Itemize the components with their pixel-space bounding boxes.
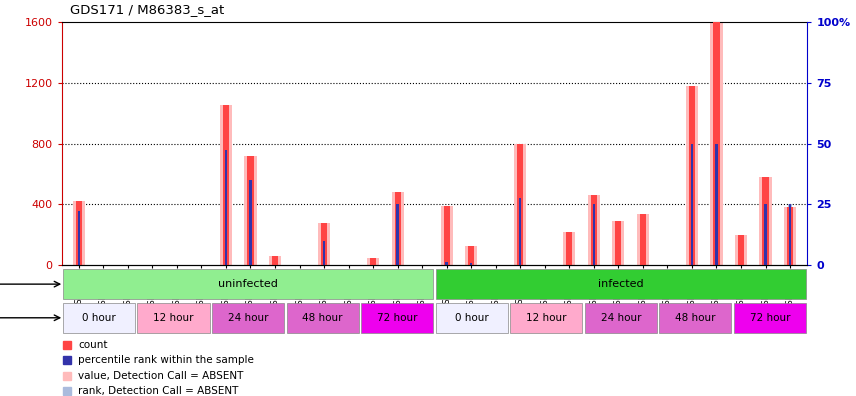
Bar	[592, 204, 595, 265]
Bar	[788, 204, 793, 265]
Bar	[563, 232, 575, 265]
Bar	[361, 303, 433, 333]
Bar	[444, 262, 449, 265]
Text: 24 hour: 24 hour	[601, 313, 641, 323]
Bar	[510, 303, 582, 333]
Bar	[441, 206, 453, 265]
Bar	[517, 143, 523, 265]
Bar	[690, 143, 694, 265]
Bar	[465, 246, 478, 265]
Bar	[637, 213, 649, 265]
Bar	[734, 303, 806, 333]
Bar	[62, 303, 135, 333]
Bar	[787, 208, 794, 265]
Bar	[764, 204, 768, 265]
Text: percentile rank within the sample: percentile rank within the sample	[78, 356, 254, 366]
Bar	[591, 195, 597, 265]
Text: value, Detection Call = ABSENT: value, Detection Call = ABSENT	[78, 371, 243, 381]
Bar	[789, 204, 791, 265]
Bar	[223, 150, 229, 265]
Bar	[734, 235, 747, 265]
Bar	[269, 256, 281, 265]
Bar	[763, 177, 769, 265]
Bar	[223, 105, 229, 265]
Bar	[272, 256, 278, 265]
Text: 72 hour: 72 hour	[377, 313, 418, 323]
Text: 48 hour: 48 hour	[675, 313, 716, 323]
Bar	[713, 22, 720, 265]
Bar	[367, 258, 379, 265]
Bar	[639, 213, 646, 265]
Text: 0 hour: 0 hour	[455, 313, 489, 323]
Bar	[323, 241, 325, 265]
Bar	[691, 143, 693, 265]
Bar	[138, 303, 210, 333]
Bar	[514, 143, 526, 265]
Bar	[244, 156, 257, 265]
Bar	[714, 143, 719, 265]
Text: count: count	[78, 340, 108, 350]
Bar	[436, 303, 508, 333]
Text: 72 hour: 72 hour	[750, 313, 790, 323]
Bar	[591, 204, 596, 265]
Bar	[76, 211, 81, 265]
Bar	[686, 86, 698, 265]
Bar	[322, 241, 326, 265]
Bar	[321, 223, 327, 265]
Bar	[518, 198, 522, 265]
Bar	[436, 269, 806, 299]
Bar	[759, 177, 771, 265]
Bar	[443, 206, 449, 265]
Bar	[567, 232, 573, 265]
Bar	[287, 303, 359, 333]
Bar	[62, 269, 433, 299]
Bar	[318, 223, 330, 265]
Bar	[470, 263, 473, 265]
Bar	[395, 192, 401, 265]
Text: 0 hour: 0 hour	[82, 313, 116, 323]
Text: GDS171 / M86383_s_at: GDS171 / M86383_s_at	[70, 3, 224, 16]
Bar	[469, 263, 473, 265]
Text: infected: infected	[598, 279, 644, 289]
Bar	[710, 22, 722, 265]
Bar	[248, 180, 253, 265]
Text: 48 hour: 48 hour	[302, 313, 343, 323]
Text: 24 hour: 24 hour	[228, 313, 268, 323]
Bar	[738, 235, 744, 265]
Bar	[612, 221, 625, 265]
Bar	[716, 143, 717, 265]
Bar	[689, 86, 695, 265]
Text: uninfected: uninfected	[218, 279, 278, 289]
Bar	[220, 105, 232, 265]
Bar	[391, 192, 404, 265]
Bar	[395, 204, 400, 265]
Bar	[370, 258, 376, 265]
Bar	[784, 208, 796, 265]
Bar	[659, 303, 731, 333]
Bar	[585, 303, 657, 333]
Bar	[588, 195, 600, 265]
Text: 12 hour: 12 hour	[526, 313, 567, 323]
Bar	[247, 156, 253, 265]
Bar	[615, 221, 621, 265]
Bar	[764, 204, 767, 265]
Bar	[468, 246, 474, 265]
Bar	[396, 204, 399, 265]
Bar	[519, 198, 521, 265]
Bar	[78, 211, 80, 265]
Bar	[225, 150, 227, 265]
Bar	[212, 303, 284, 333]
Text: 12 hour: 12 hour	[153, 313, 193, 323]
Bar	[249, 180, 252, 265]
Bar	[445, 262, 448, 265]
Bar	[75, 202, 82, 265]
Text: rank, Detection Call = ABSENT: rank, Detection Call = ABSENT	[78, 386, 239, 396]
Bar	[73, 202, 85, 265]
